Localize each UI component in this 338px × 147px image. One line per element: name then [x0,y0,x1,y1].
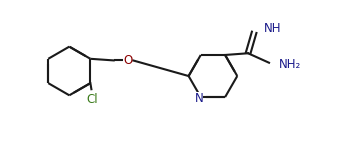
Text: NH₂: NH₂ [279,58,301,71]
Text: NH: NH [264,22,281,35]
Text: N: N [195,92,203,105]
Text: O: O [123,54,132,67]
Text: Cl: Cl [86,93,98,106]
